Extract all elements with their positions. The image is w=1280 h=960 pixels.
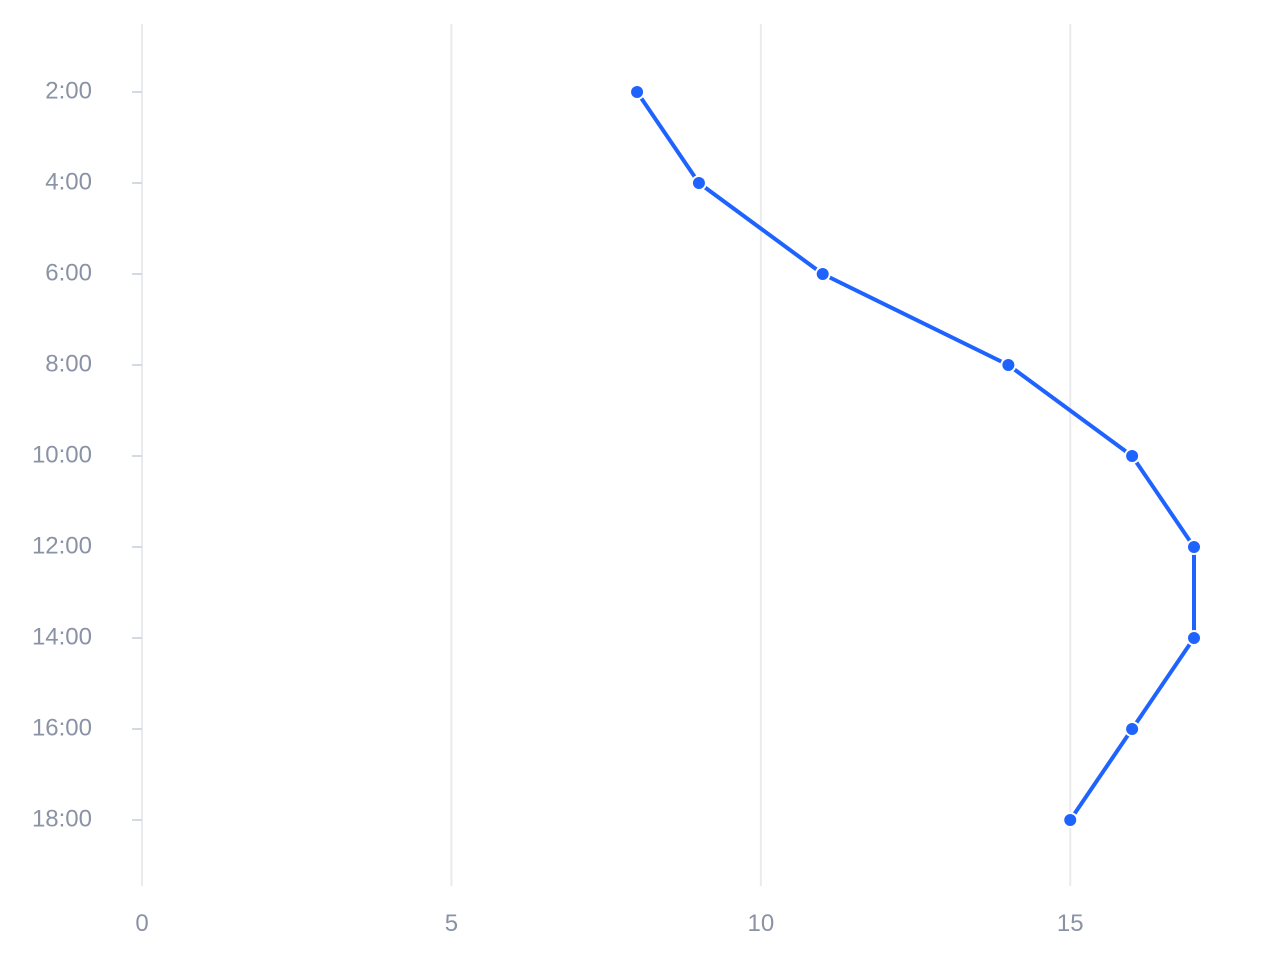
x-tick-label: 5 <box>445 910 458 937</box>
y-tick-label: 16:00 <box>32 714 92 741</box>
data-point <box>1186 630 1202 646</box>
y-tick-label: 2:00 <box>45 77 92 104</box>
x-tick-label: 15 <box>1057 910 1084 937</box>
data-point <box>1186 539 1202 555</box>
x-tick-label: 0 <box>135 910 148 937</box>
data-point <box>814 266 831 282</box>
data-point <box>690 175 707 191</box>
y-tick-label: 4:00 <box>45 168 92 195</box>
y-tick-label: 10:00 <box>32 441 92 468</box>
y-tick-label: 12:00 <box>32 532 92 559</box>
data-point <box>1124 448 1141 464</box>
y-tick-label: 6:00 <box>45 259 92 286</box>
data-point <box>1124 721 1141 737</box>
y-tick-label: 14:00 <box>32 623 92 650</box>
data-point <box>1000 357 1017 373</box>
y-tick-label: 8:00 <box>45 350 92 377</box>
data-point <box>1062 812 1079 828</box>
data-point <box>629 84 646 100</box>
x-tick-label: 10 <box>747 910 774 937</box>
y-tick-label: 18:00 <box>32 805 92 832</box>
series-line <box>635 90 1196 822</box>
